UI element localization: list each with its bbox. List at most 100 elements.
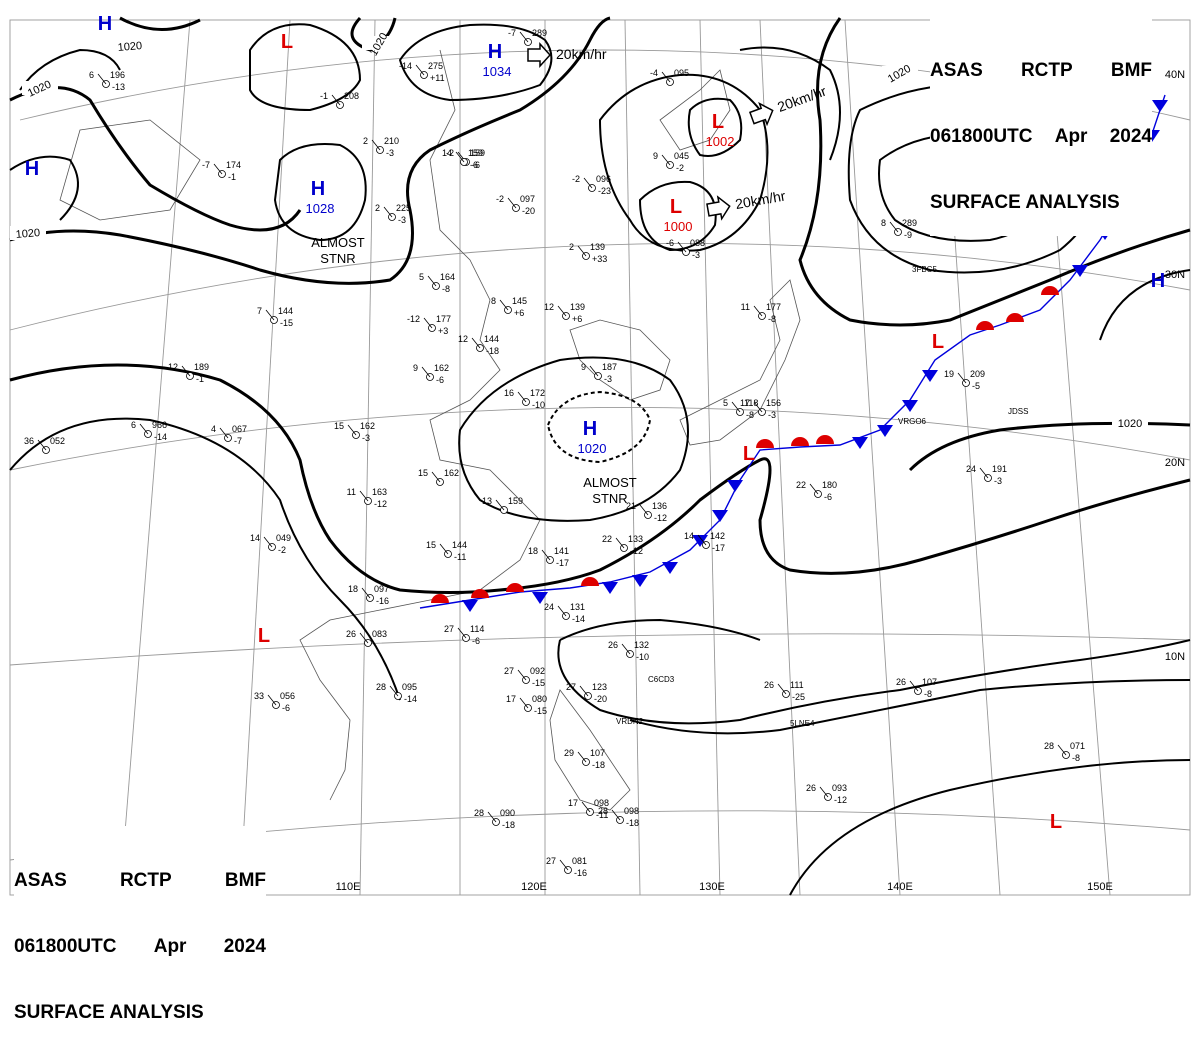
wind-barb-icon — [359, 632, 369, 644]
station-tendency: -18 — [486, 346, 499, 356]
station-temp: 5 — [723, 398, 728, 408]
station-temp: 11 — [347, 487, 356, 497]
wind-barb-icon — [677, 241, 687, 253]
wind-barb-icon — [267, 694, 277, 706]
station-tendency: -10 — [636, 652, 649, 662]
station-pressure: 144 — [452, 540, 467, 550]
station-pressure: 139 — [590, 242, 605, 252]
longitude-label: 130E — [699, 881, 725, 893]
isobar-line — [273, 143, 367, 242]
latitude-label: 40N — [1165, 69, 1185, 81]
lat-lon-grid — [9, 19, 1191, 896]
station-temp: 24 — [966, 464, 976, 474]
wind-barb-icon — [263, 536, 273, 548]
station-tendency: -6 — [472, 160, 480, 170]
station-tendency: -3 — [692, 250, 700, 260]
station-tendency: -17 — [712, 543, 725, 553]
wind-barb-icon — [559, 859, 569, 871]
isobar-line — [559, 618, 761, 641]
wind-barb-icon — [753, 305, 763, 317]
station-temp: 12 — [458, 334, 468, 344]
central-pressure-value: 1034 — [483, 64, 512, 79]
station-tendency: -14 — [404, 694, 417, 704]
station-pressure: 966 — [152, 420, 167, 430]
warm-front-mark — [976, 321, 994, 330]
station-pressure: 096 — [596, 174, 611, 184]
station-temp: 27 — [444, 624, 454, 634]
station-tendency: -12 — [654, 513, 667, 523]
wind-barb-icon — [697, 534, 707, 546]
station-tendency: -25 — [792, 692, 805, 702]
station-pressure: 123 — [592, 682, 607, 692]
station-tendency: -8 — [924, 689, 932, 699]
wind-barb-icon — [611, 809, 621, 821]
station-tendency: -12 — [374, 499, 387, 509]
station-temp: -12 — [407, 314, 420, 324]
station-tendency: -8 — [746, 410, 754, 420]
isobar-line — [798, 17, 1191, 327]
agency-code: ASAS — [930, 60, 983, 81]
isobar-line — [557, 639, 1191, 725]
station-pressure: 097 — [374, 584, 389, 594]
station-pressure: 067 — [232, 424, 247, 434]
station-tendency: -3 — [362, 433, 370, 443]
cold-front-mark — [1072, 265, 1088, 277]
isobar-line — [9, 86, 302, 232]
station-temp: 6 — [89, 70, 94, 80]
station-tendency: -6 — [824, 492, 832, 502]
station-pressure: 210 — [384, 136, 399, 146]
isobar-line — [9, 155, 79, 221]
station-pressure: 225 — [396, 203, 411, 213]
station-temp: 11 — [741, 302, 750, 312]
cold-front-mark — [532, 592, 548, 604]
wind-barb-icon — [499, 299, 509, 311]
low-pressure-symbol: L — [932, 331, 944, 353]
cold-front-mark — [462, 600, 478, 612]
motion-note: STNR — [592, 491, 627, 506]
wind-barb-icon — [731, 401, 741, 413]
station-pressure: 172 — [530, 388, 545, 398]
isobar-label-bg — [1112, 416, 1148, 430]
station-temp: 28 — [474, 808, 484, 818]
station-temp: -7 — [508, 28, 516, 38]
low-pressure-symbol: L — [1050, 811, 1062, 833]
station-code: RCTP — [119, 870, 172, 891]
station-temp: 14 — [442, 148, 452, 158]
wind-barb-icon — [455, 151, 465, 163]
wind-barb-icon — [431, 471, 441, 483]
station-tendency: -6 — [436, 375, 444, 385]
wind-barb-icon — [583, 177, 593, 189]
wind-barb-icon — [819, 786, 829, 798]
cold-front-mark — [852, 437, 868, 449]
high-pressure-symbol: H — [1151, 270, 1165, 292]
station-pressure: 092 — [530, 666, 545, 676]
station-pressure: 144 — [278, 306, 293, 316]
station-temp: 14 — [250, 533, 260, 543]
warm-front-mark — [816, 435, 834, 444]
station-tendency: -10 — [532, 400, 545, 410]
station-pressure: 093 — [832, 783, 847, 793]
isobar-line — [629, 679, 1191, 735]
station-pressure: 142 — [710, 531, 725, 541]
isobar-line — [1099, 269, 1191, 341]
wind-barb-icon — [577, 751, 587, 763]
central-pressure-value: 1002 — [706, 134, 735, 149]
station-temp: 16 — [504, 388, 514, 398]
wind-barb-icon — [621, 643, 631, 655]
station-temp: 15 — [418, 468, 428, 478]
station-temp: 8 — [881, 218, 886, 228]
isobar-label: 1020 — [15, 227, 40, 241]
station-pressure: 056 — [280, 691, 295, 701]
wind-barb-icon — [347, 424, 357, 436]
wind-barb-icon — [517, 669, 527, 681]
station-pressure: 275 — [428, 61, 443, 71]
station-pressure: 071 — [1070, 741, 1085, 751]
latitude-label: 10N — [1165, 651, 1185, 663]
station-temp: -6 — [666, 238, 674, 248]
station-tendency: +11 — [430, 73, 445, 83]
wind-barb-icon — [889, 221, 899, 233]
wind-barb-icon — [427, 275, 437, 287]
wind-barb-icon — [615, 537, 625, 549]
